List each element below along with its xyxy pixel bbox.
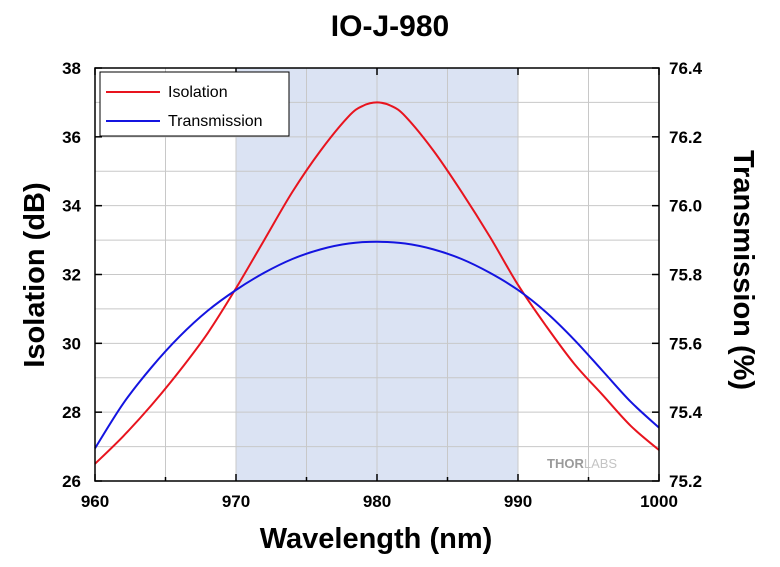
x-tick-labels: 960 970 980 990 1000	[81, 492, 678, 511]
legend: Isolation Transmission	[99, 71, 290, 137]
legend-label-transmission: Transmission	[168, 113, 263, 130]
y-tick-label: 38	[62, 59, 81, 78]
y2-tick-labels: 75.2 75.4 75.6 75.8 76.0 76.2 76.4	[669, 59, 703, 491]
y2-tick-label: 75.2	[669, 472, 702, 491]
y-tick-label: 30	[62, 334, 81, 353]
y2-axis-label: Transmission (%)	[727, 150, 759, 390]
tick-marks	[94, 67, 660, 482]
x-axis-label: Wavelength (nm)	[260, 523, 493, 555]
thorlabs-watermark: THORLABS	[547, 456, 617, 471]
series-line-isolation	[94, 101, 660, 465]
y-tick-label: 28	[62, 403, 81, 422]
watermark-labs: LABS	[584, 456, 618, 471]
y-tick-labels: 26 28 30 32 34 36 38	[62, 59, 81, 491]
grid-lines	[95, 68, 659, 481]
chart-title: IO-J-980	[331, 10, 449, 43]
x-tick-label: 990	[504, 492, 532, 511]
x-tick-label: 1000	[640, 492, 678, 511]
y-axis-label: Isolation (dB)	[19, 182, 51, 367]
legend-label-isolation: Isolation	[168, 84, 228, 101]
series-line-transmission	[94, 240, 660, 449]
y-tick-label: 34	[62, 197, 81, 216]
watermark-thor: THOR	[547, 456, 584, 471]
y2-tick-label: 76.2	[669, 128, 702, 147]
y-tick-label: 26	[62, 472, 81, 491]
y2-tick-label: 75.4	[669, 403, 703, 422]
y2-tick-label: 75.8	[669, 266, 702, 285]
x-tick-label: 980	[363, 492, 391, 511]
y2-tick-label: 76.4	[669, 59, 703, 78]
series-layer	[94, 101, 660, 465]
svg-text:THORLABS: THORLABS	[547, 456, 617, 471]
plot-area	[94, 67, 660, 482]
y2-tick-label: 76.0	[669, 197, 702, 216]
y2-tick-label: 75.6	[669, 334, 702, 353]
y-tick-label: 36	[62, 128, 81, 147]
x-tick-label: 970	[222, 492, 250, 511]
legend-box	[99, 71, 290, 137]
y-tick-label: 32	[62, 266, 81, 285]
x-tick-label: 960	[81, 492, 109, 511]
